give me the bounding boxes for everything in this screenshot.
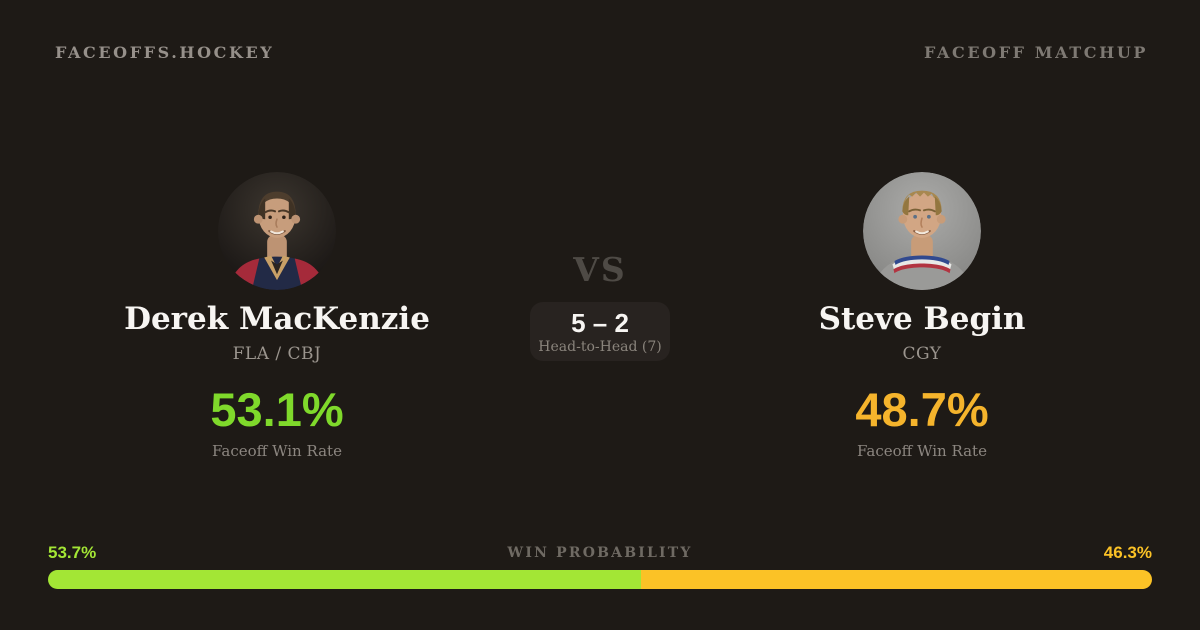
player-name-right: Steve Begin bbox=[818, 301, 1026, 337]
head-to-head-label: Head-to-Head (7) bbox=[538, 339, 662, 355]
win-probability-labels: 53.7% WIN PROBABILITY 46.3% bbox=[48, 543, 1152, 563]
player-card-right: Steve Begin CGY 48.7% Faceoff Win Rate bbox=[742, 172, 1102, 460]
player-photo-right-illustration bbox=[863, 172, 981, 290]
vs-label: VS bbox=[573, 250, 627, 289]
head-to-head-box: 5 – 2 Head-to-Head (7) bbox=[530, 302, 670, 361]
player-team-right: CGY bbox=[902, 343, 942, 364]
win-probability-left-value: 53.7% bbox=[48, 543, 97, 562]
player-name-left: Derek MacKenzie bbox=[124, 301, 430, 337]
player-team-left: FLA / CBJ bbox=[232, 343, 322, 364]
win-probability-bar-right-segment bbox=[640, 570, 1152, 589]
player-photo-left bbox=[218, 172, 336, 290]
win-probability-title: WIN PROBABILITY bbox=[507, 545, 693, 561]
player-photo-right bbox=[863, 172, 981, 290]
page-label: FACEOFF MATCHUP bbox=[924, 43, 1148, 62]
player-left-win-rate: 53.1% bbox=[210, 382, 344, 436]
player-card-left: Derek MacKenzie FLA / CBJ 53.1% Faceoff … bbox=[97, 172, 457, 460]
player-right-win-rate: 48.7% bbox=[855, 382, 989, 436]
win-probability-right-value: 46.3% bbox=[1103, 543, 1152, 562]
player-left-win-rate-label: Faceoff Win Rate bbox=[212, 441, 342, 460]
win-probability-bar bbox=[48, 570, 1152, 589]
player-right-win-rate-label: Faceoff Win Rate bbox=[857, 441, 987, 460]
brand-wordmark: FACEOFFS.HOCKEY bbox=[55, 43, 275, 62]
head-to-head-score: 5 – 2 bbox=[571, 308, 629, 338]
player-photo-left-illustration bbox=[218, 172, 336, 290]
win-probability-bar-left-segment bbox=[48, 570, 641, 589]
